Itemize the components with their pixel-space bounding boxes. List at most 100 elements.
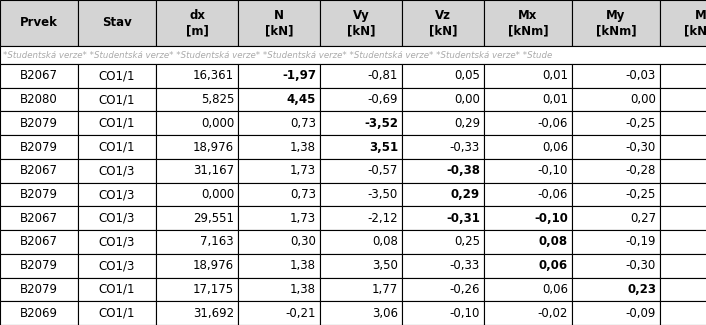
Bar [660, 159, 706, 183]
Bar [0, 0, 78, 46]
Bar [402, 0, 484, 46]
Text: -0,03: -0,03 [626, 69, 656, 82]
Bar [78, 206, 156, 230]
Text: 18,976: 18,976 [193, 140, 234, 153]
Bar [238, 206, 320, 230]
Text: Vy
[kN]: Vy [kN] [347, 9, 376, 37]
Text: 29,551: 29,551 [193, 212, 234, 225]
Text: 18,976: 18,976 [193, 259, 234, 272]
Bar [156, 206, 238, 230]
Bar [572, 301, 660, 325]
Bar [238, 301, 320, 325]
Text: -0,10: -0,10 [450, 306, 480, 319]
Bar [320, 230, 402, 254]
Bar [320, 88, 402, 111]
Text: 0,06: 0,06 [539, 259, 568, 272]
Bar [660, 254, 706, 278]
Text: Prvek: Prvek [20, 17, 58, 30]
Text: B2079: B2079 [20, 283, 58, 296]
Text: 31,692: 31,692 [193, 306, 234, 319]
Text: 0,27: 0,27 [630, 212, 656, 225]
Bar [660, 88, 706, 111]
Text: 16,361: 16,361 [193, 69, 234, 82]
Bar [238, 88, 320, 111]
Text: -0,26: -0,26 [450, 283, 480, 296]
Bar [402, 254, 484, 278]
Text: B2079: B2079 [20, 259, 58, 272]
Text: CO1/1: CO1/1 [99, 306, 136, 319]
Bar [660, 230, 706, 254]
Bar [572, 254, 660, 278]
Bar [238, 159, 320, 183]
Text: Mz
[kNm]: Mz [kNm] [683, 9, 706, 37]
Text: -0,21: -0,21 [285, 306, 316, 319]
Bar [320, 183, 402, 206]
Bar [572, 206, 660, 230]
Bar [484, 0, 572, 46]
Bar [484, 230, 572, 254]
Bar [402, 159, 484, 183]
Text: 1,73: 1,73 [290, 164, 316, 177]
Bar [320, 206, 402, 230]
Text: My
[kNm]: My [kNm] [596, 9, 636, 37]
Text: Vz
[kN]: Vz [kN] [429, 9, 457, 37]
Text: CO1/3: CO1/3 [99, 212, 135, 225]
Bar [660, 0, 706, 46]
Text: -2,12: -2,12 [367, 212, 398, 225]
Text: -0,33: -0,33 [450, 259, 480, 272]
Bar [572, 159, 660, 183]
Bar [320, 135, 402, 159]
Bar [320, 301, 402, 325]
Bar [238, 111, 320, 135]
Bar [320, 159, 402, 183]
Text: 5,825: 5,825 [201, 93, 234, 106]
Text: 0,30: 0,30 [290, 235, 316, 248]
Text: 0,00: 0,00 [630, 93, 656, 106]
Text: B2069: B2069 [20, 306, 58, 319]
Bar [78, 254, 156, 278]
Text: B2080: B2080 [20, 93, 58, 106]
Text: -3,50: -3,50 [368, 188, 398, 201]
Text: 0,01: 0,01 [542, 93, 568, 106]
Bar [156, 254, 238, 278]
Text: -0,30: -0,30 [626, 259, 656, 272]
Bar [572, 64, 660, 88]
Text: -0,28: -0,28 [626, 164, 656, 177]
Text: 17,175: 17,175 [193, 283, 234, 296]
Bar [572, 111, 660, 135]
Bar [156, 88, 238, 111]
Text: 0,29: 0,29 [454, 117, 480, 130]
Bar [484, 301, 572, 325]
Text: B2079: B2079 [20, 188, 58, 201]
Text: CO1/3: CO1/3 [99, 235, 135, 248]
Bar [156, 278, 238, 301]
Bar [484, 111, 572, 135]
Bar [0, 254, 78, 278]
Bar [238, 254, 320, 278]
Text: 0,29: 0,29 [451, 188, 480, 201]
Bar [78, 183, 156, 206]
Bar [660, 135, 706, 159]
Text: -0,69: -0,69 [368, 93, 398, 106]
Bar [402, 64, 484, 88]
Text: 0,00: 0,00 [454, 93, 480, 106]
Bar [0, 135, 78, 159]
Bar [78, 0, 156, 46]
Bar [238, 64, 320, 88]
Bar [0, 206, 78, 230]
Text: Mx
[kNm]: Mx [kNm] [508, 9, 549, 37]
Text: 0,000: 0,000 [201, 117, 234, 130]
Text: B2067: B2067 [20, 212, 58, 225]
Text: B2079: B2079 [20, 140, 58, 153]
Bar [156, 159, 238, 183]
Bar [78, 230, 156, 254]
Bar [320, 278, 402, 301]
Bar [402, 230, 484, 254]
Text: 0,01: 0,01 [542, 69, 568, 82]
Text: CO1/3: CO1/3 [99, 164, 135, 177]
Text: 3,51: 3,51 [369, 140, 398, 153]
Bar [484, 254, 572, 278]
Bar [660, 64, 706, 88]
Bar [156, 111, 238, 135]
Text: CO1/1: CO1/1 [99, 117, 136, 130]
